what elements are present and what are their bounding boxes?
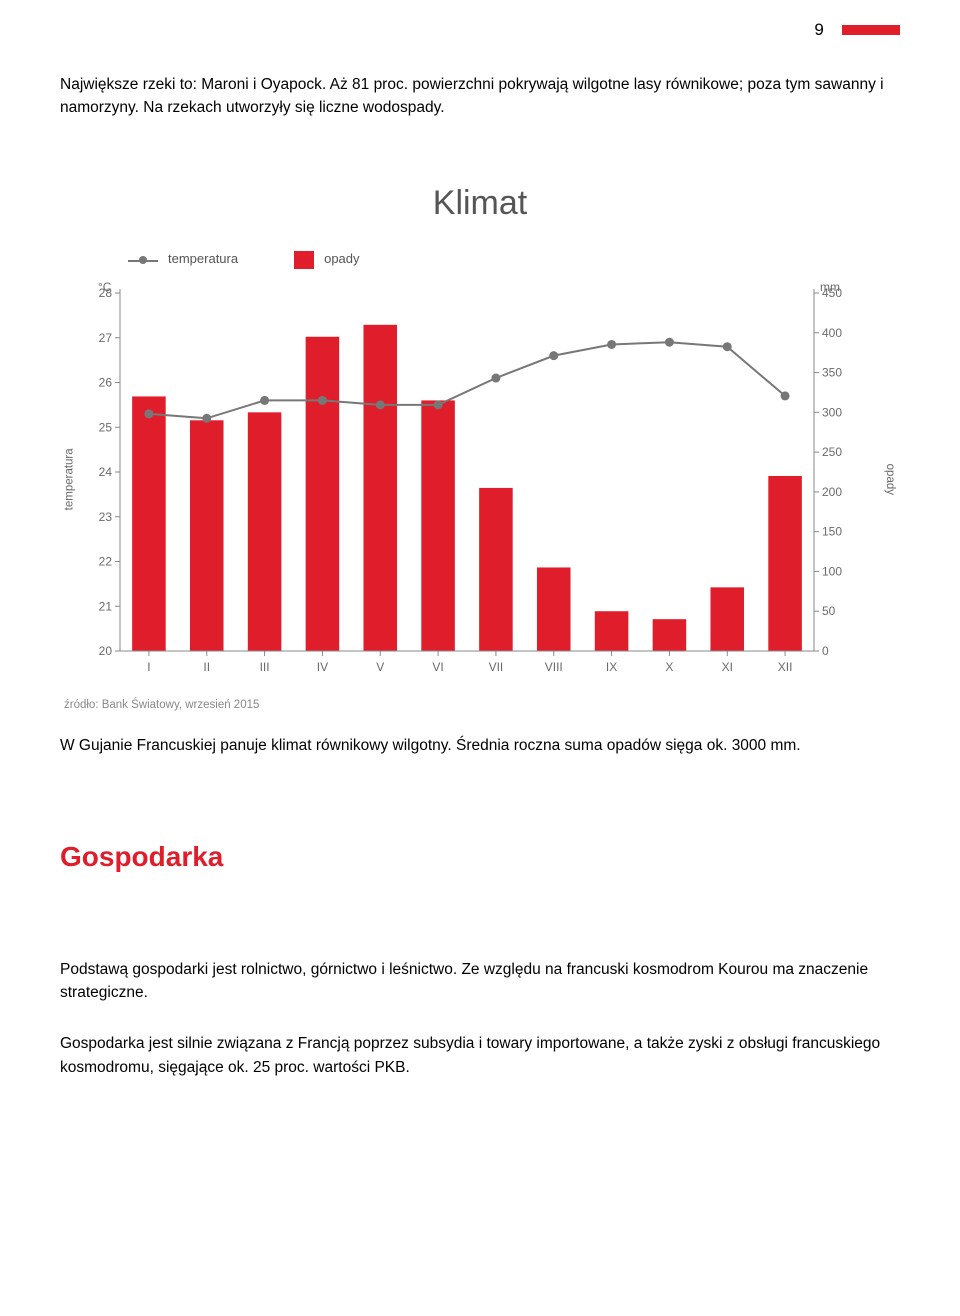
svg-text:27: 27 bbox=[99, 331, 113, 345]
svg-text:400: 400 bbox=[822, 326, 842, 340]
svg-text:21: 21 bbox=[99, 600, 113, 614]
svg-text:I: I bbox=[147, 660, 150, 674]
svg-text:350: 350 bbox=[822, 366, 842, 380]
svg-text:100: 100 bbox=[822, 565, 842, 579]
svg-text:0: 0 bbox=[822, 644, 829, 658]
legend-swatch-icon bbox=[294, 251, 314, 269]
svg-text:25: 25 bbox=[99, 421, 113, 435]
svg-text:50: 50 bbox=[822, 605, 836, 619]
svg-text:XII: XII bbox=[778, 660, 793, 674]
svg-text:IX: IX bbox=[606, 660, 617, 674]
left-axis-title: temperatura bbox=[60, 279, 80, 679]
svg-text:XI: XI bbox=[722, 660, 733, 674]
climate-chart: Klimat temperatura opady temperatura °Cm… bbox=[60, 179, 900, 714]
legend-line-icon bbox=[128, 253, 158, 267]
intro-paragraph-1: Największe rzeki to: Maroni i Oyapock. A… bbox=[60, 73, 900, 120]
svg-text:III: III bbox=[260, 660, 270, 674]
svg-text:300: 300 bbox=[822, 406, 842, 420]
svg-text:II: II bbox=[203, 660, 210, 674]
svg-text:28: 28 bbox=[99, 286, 113, 300]
chart-canvas: °Cmm202122232425262728050100150200250300… bbox=[80, 279, 880, 679]
svg-text:IV: IV bbox=[317, 660, 328, 674]
legend-precip-label: opady bbox=[324, 250, 359, 269]
chart-legend: temperatura opady bbox=[128, 250, 900, 269]
page-number: 9 bbox=[814, 18, 823, 43]
svg-text:450: 450 bbox=[822, 286, 842, 300]
chart-title: Klimat bbox=[60, 179, 900, 228]
svg-text:24: 24 bbox=[99, 465, 113, 479]
svg-text:VI: VI bbox=[432, 660, 443, 674]
svg-text:V: V bbox=[376, 660, 384, 674]
body-paragraph-3: Podstawą gospodarki jest rolnictwo, górn… bbox=[60, 958, 900, 1005]
svg-text:20: 20 bbox=[99, 644, 113, 658]
chart-source: źródło: Bank Światowy, wrzesień 2015 bbox=[64, 697, 900, 714]
svg-text:X: X bbox=[665, 660, 673, 674]
svg-text:23: 23 bbox=[99, 510, 113, 524]
svg-text:26: 26 bbox=[99, 376, 113, 390]
legend-temp-label: temperatura bbox=[168, 250, 238, 269]
svg-text:150: 150 bbox=[822, 525, 842, 539]
page-header: 9 bbox=[60, 18, 900, 43]
section-heading: Gospodarka bbox=[60, 837, 900, 878]
body-paragraph-4: Gospodarka jest silnie związana z Francj… bbox=[60, 1032, 900, 1079]
right-axis-title: opady bbox=[880, 279, 900, 679]
intro-paragraph-2: W Gujanie Francuskiej panuje klimat równ… bbox=[60, 734, 900, 757]
svg-text:250: 250 bbox=[822, 445, 842, 459]
svg-text:22: 22 bbox=[99, 555, 113, 569]
svg-text:VII: VII bbox=[489, 660, 504, 674]
svg-text:200: 200 bbox=[822, 485, 842, 499]
accent-bar bbox=[842, 25, 900, 35]
svg-text:VIII: VIII bbox=[545, 660, 563, 674]
